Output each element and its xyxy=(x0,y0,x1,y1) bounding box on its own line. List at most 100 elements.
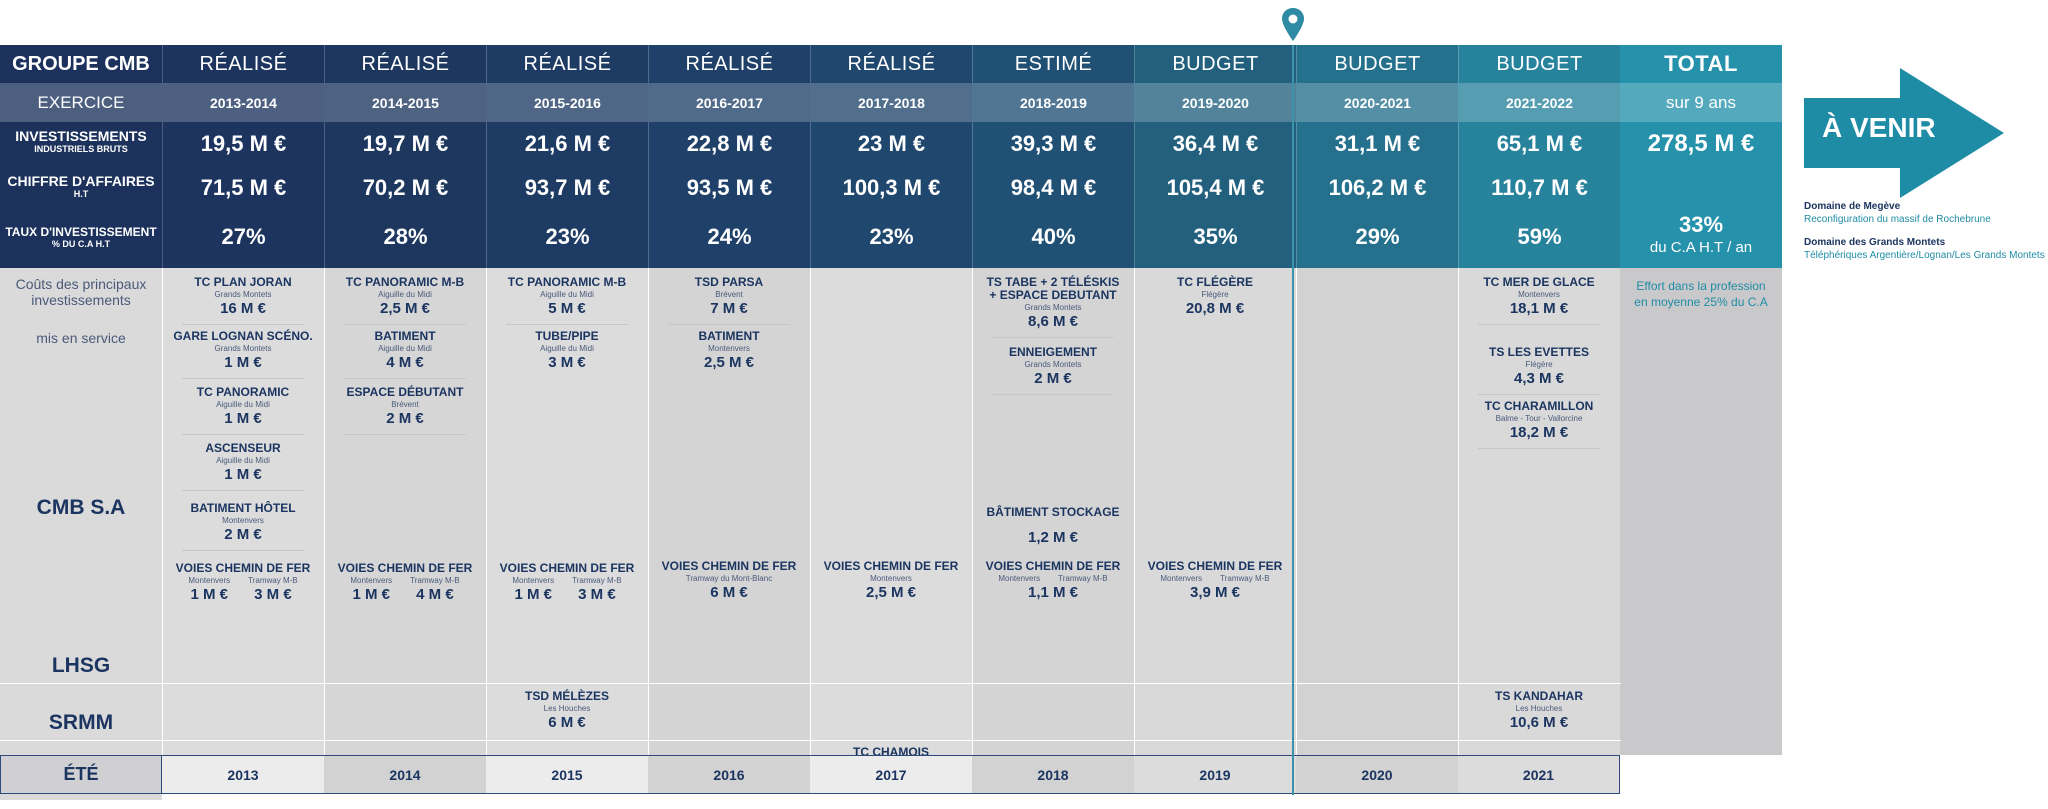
column-investment: 22,8 M € xyxy=(686,131,773,156)
project-separator xyxy=(992,337,1114,338)
project-location: Flégère xyxy=(1201,290,1229,299)
current-year-line xyxy=(1292,45,1294,795)
ete-label: ÉTÉ xyxy=(0,755,162,794)
railway-values: Montenvers 1 M € Tramway M-B 4 M € xyxy=(335,575,475,604)
railway-item: VOIES CHEMIN DE FER Montenvers 1 M € Tramwa… xyxy=(497,562,637,604)
divider xyxy=(973,740,1135,741)
project-item: GARE LOGNAN SCÉNO. Grands Montets 1 M € xyxy=(173,330,313,379)
railway-locations: Montenvers Tramway M-B xyxy=(1145,573,1285,584)
costs-label: Coûts des principaux investissements xyxy=(15,276,147,308)
divider xyxy=(325,740,487,741)
column-type: RÉALISÉ xyxy=(847,52,936,75)
railway-title: VOIES CHEMIN DE FER xyxy=(985,559,1121,573)
note-title: Domaine de Megève xyxy=(1804,201,1901,212)
project-separator xyxy=(182,550,304,551)
project-cost: 6 M € xyxy=(548,714,586,731)
project-location: Aiguille du Midi xyxy=(216,456,270,465)
note-title: Domaine des Grands Montets xyxy=(1804,237,1946,248)
project-location: Aiguille du Midi xyxy=(540,344,594,353)
project-name: TS KANDAHAR xyxy=(1495,689,1583,703)
railway-item: VOIES CHEMIN DE FER Montenvers 2,5 M € xyxy=(821,560,961,602)
project-separator xyxy=(668,324,790,325)
railway-title: VOIES CHEMIN DE FER xyxy=(175,561,311,575)
location-pin-icon xyxy=(1282,8,1304,47)
railway-item: VOIES CHEMIN DE FER Montenvers 1 M € Tramwa… xyxy=(173,562,313,604)
project-cost: 3 M € xyxy=(548,354,586,371)
project-name: ENNEIGEMENT xyxy=(1008,345,1097,359)
column-exercice: 2018-2019 xyxy=(973,83,1134,122)
total-header: TOTAL sur 9 ans 278,5 M € 33% du C.A H.T… xyxy=(1620,45,1782,268)
column-rate: 23% xyxy=(545,224,590,249)
project-location: Flégère xyxy=(1525,360,1553,369)
railway-values: Montenvers 1 M € Tramway M-B 3 M € xyxy=(497,575,637,604)
project-item: TC CHARAMILLON Balme - Tour - Vallorcine 1… xyxy=(1469,400,1609,449)
ete-year: 2013 xyxy=(162,755,324,794)
project-item: TSD PARSA Brévent 7 M € xyxy=(659,276,799,325)
ete-year: 2016 xyxy=(648,755,810,794)
railway-title: VOIES CHEMIN DE FER xyxy=(337,561,473,575)
column-rate: 40% xyxy=(1031,224,1076,249)
project-cost: 20,8 M € xyxy=(1185,300,1245,317)
railway-part: Tramway M-B 3 M € xyxy=(248,575,297,604)
railway-cost: 1 M € xyxy=(514,586,553,603)
body-column-2018-2019 xyxy=(972,268,1135,755)
project-cost: 8,6 M € xyxy=(1027,313,1079,330)
taux-label-sub: % DU C.A H.T xyxy=(51,239,111,249)
column-type: ESTIMÉ xyxy=(1014,52,1093,75)
railway-cost: 4 M € xyxy=(416,586,454,603)
divider xyxy=(487,683,649,684)
railway-location: Tramway M-B xyxy=(248,576,298,585)
project-name: BATIMENT xyxy=(374,329,436,343)
project-separator xyxy=(182,378,304,379)
project-separator xyxy=(344,324,466,325)
project-cost: 2,5 M € xyxy=(379,300,431,317)
project-location: Montenvers xyxy=(222,516,264,525)
railway-title: VOIES CHEMIN DE FER xyxy=(823,559,959,573)
header-column-2013-2014: RÉALISÉ 2013-2014 19,5 M € 71,5 M € 27% xyxy=(162,45,324,268)
project-location: Aiguille du Midi xyxy=(540,290,594,299)
project-item: ESPACE DÉBUTANT Brévent 2 M € xyxy=(335,386,475,435)
column-exercice: 2020-2021 xyxy=(1297,83,1458,122)
body-column-2017-2018 xyxy=(810,268,973,755)
project-item: BATIMENT HÔTEL Montenvers 2 M € xyxy=(173,502,313,551)
project-cost: 5 M € xyxy=(548,300,586,317)
column-type: RÉALISÉ xyxy=(199,52,288,75)
project-item: TSD MÉLÈZES Les Houches 6 M € xyxy=(497,690,637,732)
divider xyxy=(163,740,325,741)
project-item: ASCENSEUR Aiguille du Midi 1 M € xyxy=(173,442,313,491)
project-name: TC MER DE GLACE xyxy=(1483,275,1595,289)
project-name: BATIMENT xyxy=(698,329,760,343)
project-name: ASCENSEUR xyxy=(205,441,281,455)
project-name: BATIMENT HÔTEL xyxy=(190,501,296,515)
project-item: TC FLÉGÈRE Flégère 20,8 M € xyxy=(1145,276,1285,318)
divider xyxy=(163,683,325,684)
project-location: Montenvers xyxy=(708,344,750,353)
column-investment: 19,7 M € xyxy=(362,131,449,156)
column-investment: 21,6 M € xyxy=(524,131,611,156)
column-revenue: 70,2 M € xyxy=(362,175,449,200)
railway-location: Montenvers xyxy=(512,576,555,585)
project-separator xyxy=(1478,394,1600,395)
body-column-2016-2017 xyxy=(648,268,811,755)
column-exercice: 2016-2017 xyxy=(649,83,810,122)
ete-year: 2021 xyxy=(1458,755,1620,794)
inv-label: INVESTISSEMENTS INDUSTRIELS BRUTS xyxy=(0,128,162,154)
note-text: Reconfiguration du massif de Rochebrune xyxy=(1804,214,1991,225)
ca-label-text: CHIFFRE D'AFFAIRES xyxy=(7,173,155,189)
project-name: TS TABE + 2 TÉLÉSKIS xyxy=(986,275,1120,289)
column-investment: 31,1 M € xyxy=(1334,131,1421,156)
railway-part: Montenvers 1 M € xyxy=(512,575,554,604)
project-name: TC PANORAMIC xyxy=(196,385,290,399)
project-location: Grands Montets xyxy=(214,344,272,353)
column-type: RÉALISÉ xyxy=(685,52,774,75)
project-cost: 2,5 M € xyxy=(703,354,755,371)
cmb-label: CMB S.A xyxy=(36,496,126,519)
column-revenue: 100,3 M € xyxy=(842,175,941,200)
railway-location: Montenvers xyxy=(998,574,1041,583)
ca-label-sub: H.T xyxy=(73,189,89,199)
divider xyxy=(649,740,811,741)
project-separator xyxy=(182,434,304,435)
lhsg-label: LHSG xyxy=(51,654,111,677)
divider xyxy=(0,683,162,684)
divider xyxy=(325,683,487,684)
